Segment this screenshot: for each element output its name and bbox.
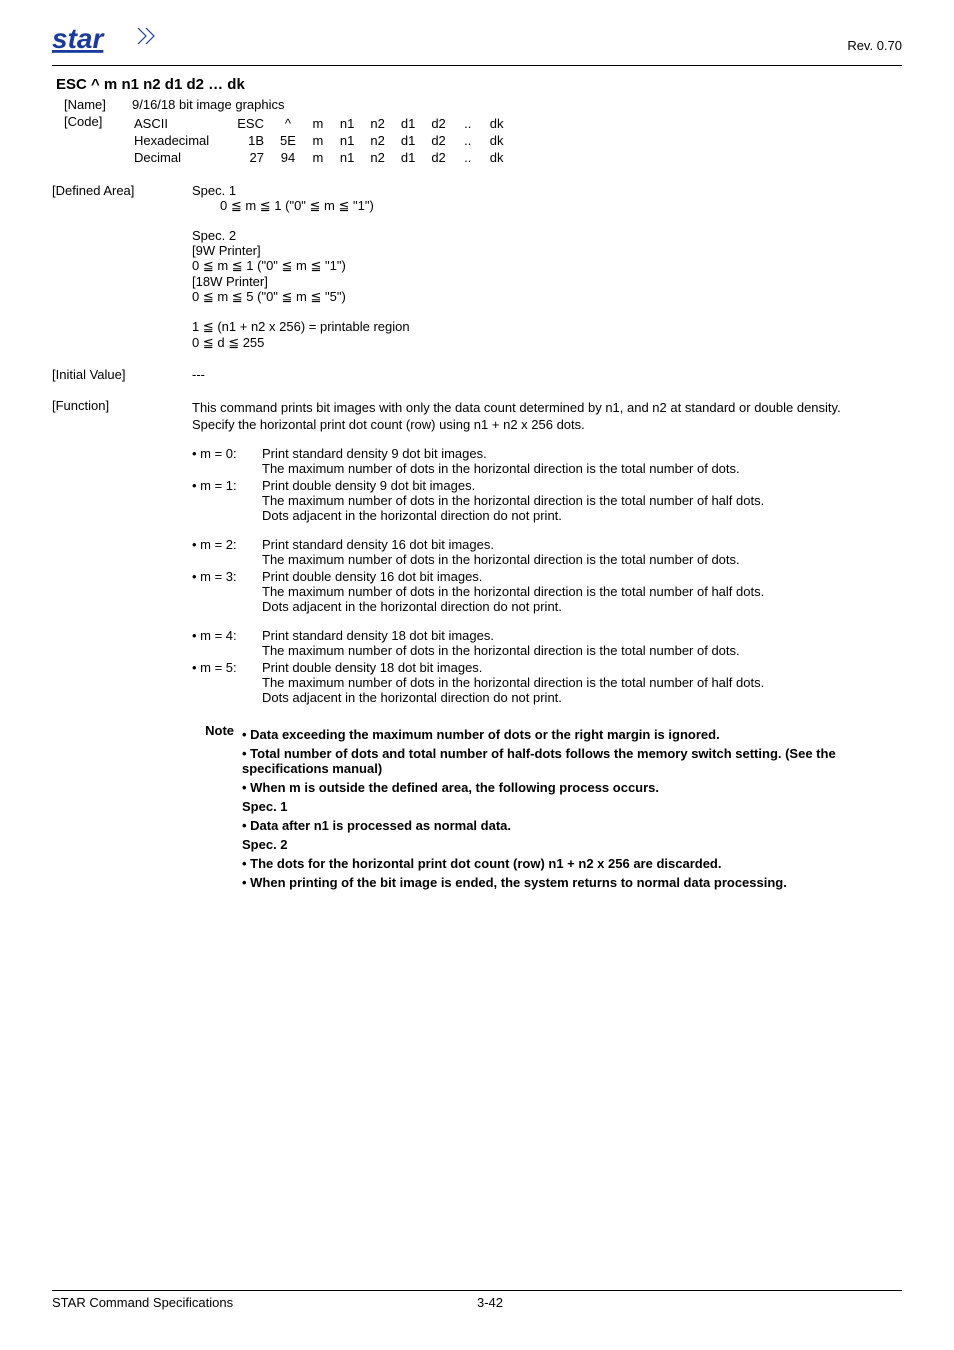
spec1-line: 0 ≦ m ≦ 1 ("0" ≦ m ≦ "1") — [192, 198, 902, 214]
note-block: Note • Data exceeding the maximum number… — [192, 723, 902, 890]
footer-left: STAR Command Specifications — [52, 1295, 477, 1310]
svg-text:star: star — [52, 23, 105, 54]
func-intro1: This command prints bit images with only… — [192, 400, 902, 415]
initial-value-label: [Initial Value] — [52, 367, 192, 382]
name-label: [Name] — [64, 97, 132, 112]
mode-5: • m = 5: Print double density 18 dot bit… — [192, 660, 902, 705]
code-row-hex: Hexadecimal 1B 5E m n1 n2 d1 d2 .. dk — [134, 133, 518, 148]
spec2-l2: 0 ≦ m ≦ 1 ("0" ≦ m ≦ "1") — [192, 258, 902, 274]
defined-common: 1 ≦ (n1 + n2 x 256) = printable region 0… — [192, 319, 902, 351]
func-intro2: Specify the horizontal print dot count (… — [192, 417, 902, 432]
revision-label: Rev. 0.70 — [847, 38, 902, 53]
star-logo: star — [52, 20, 182, 61]
note-label: Note — [192, 723, 242, 890]
page-header: star Rev. 0.70 — [52, 20, 902, 61]
spec2-l4: 0 ≦ m ≦ 5 ("0" ≦ m ≦ "5") — [192, 289, 902, 305]
code-block: [Code] ASCII ESC ^ m n1 n2 d1 d2 .. dk H… — [64, 114, 902, 167]
code-row-dec: Decimal 27 94 m n1 n2 d1 d2 .. dk — [134, 150, 518, 165]
function-body: This command prints bit images with only… — [192, 398, 902, 890]
page-footer: STAR Command Specifications 3-42 — [52, 1290, 902, 1310]
code-table: ASCII ESC ^ m n1 n2 d1 d2 .. dk Hexadeci… — [132, 114, 520, 167]
function-label: [Function] — [52, 398, 192, 890]
encoding-ascii: ASCII — [134, 116, 226, 131]
mode-0: • m = 0: Print standard density 9 dot bi… — [192, 446, 902, 476]
code-row-ascii: ASCII ESC ^ m n1 n2 d1 d2 .. dk — [134, 116, 518, 131]
mode-3: • m = 3: Print double density 16 dot bit… — [192, 569, 902, 614]
spec2-l1: [9W Printer] — [192, 243, 902, 258]
initial-value-section: [Initial Value] --- — [52, 367, 902, 382]
encoding-dec: Decimal — [134, 150, 226, 165]
spec2-l3: [18W Printer] — [192, 274, 902, 289]
modes-group-9: • m = 0: Print standard density 9 dot bi… — [192, 446, 902, 523]
modes-group-18: • m = 4: Print standard density 18 dot b… — [192, 628, 902, 705]
mode-1: • m = 1: Print double density 9 dot bit … — [192, 478, 902, 523]
code-label: [Code] — [64, 114, 132, 167]
mode-2: • m = 2: Print standard density 16 dot b… — [192, 537, 902, 567]
name-value: 9/16/18 bit image graphics — [132, 97, 284, 112]
note-body: • Data exceeding the maximum number of d… — [242, 723, 902, 890]
name-row: [Name] 9/16/18 bit image graphics — [64, 97, 902, 112]
footer-page: 3-42 — [477, 1295, 902, 1310]
encoding-hex: Hexadecimal — [134, 133, 226, 148]
defined-area-body: Spec. 1 0 ≦ m ≦ 1 ("0" ≦ m ≦ "1") Spec. … — [192, 183, 902, 351]
defined-common-l1: 1 ≦ (n1 + n2 x 256) = printable region — [192, 319, 902, 335]
modes-group-16: • m = 2: Print standard density 16 dot b… — [192, 537, 902, 614]
initial-value-body: --- — [192, 367, 902, 382]
spec1-title: Spec. 1 — [192, 183, 902, 198]
defined-common-l2: 0 ≦ d ≦ 255 — [192, 335, 902, 351]
defined-area-section: [Defined Area] Spec. 1 0 ≦ m ≦ 1 ("0" ≦ … — [52, 183, 902, 351]
footer-rule — [52, 1290, 902, 1291]
spec2-block: Spec. 2 [9W Printer] 0 ≦ m ≦ 1 ("0" ≦ m … — [192, 228, 902, 305]
mode-4: • m = 4: Print standard density 18 dot b… — [192, 628, 902, 658]
header-rule — [52, 65, 902, 66]
spec2-title: Spec. 2 — [192, 228, 902, 243]
command-title: ESC ^ m n1 n2 d1 d2 … dk — [52, 76, 902, 93]
function-section: [Function] This command prints bit image… — [52, 398, 902, 890]
defined-area-label: [Defined Area] — [52, 183, 192, 351]
